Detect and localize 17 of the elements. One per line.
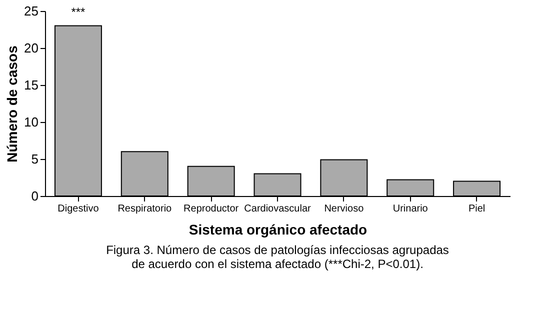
y-tick-label: 0: [31, 188, 38, 204]
x-tick-label: Piel: [468, 204, 486, 214]
y-tick-label: 5: [31, 152, 38, 166]
x-tick-label: Reproductor: [184, 204, 240, 214]
x-tick-label: Nervioso: [324, 204, 364, 214]
x-tick-label: Urinario: [392, 204, 428, 214]
x-tick-label: Respiratorio: [118, 204, 172, 214]
y-tick-label: 15: [24, 78, 38, 92]
annotation: ***: [71, 4, 86, 19]
y-tick-label: 20: [24, 40, 38, 56]
text: Figura 3. Número de casos de patologías infecciosas agrupadas de acuerdo con el sistema afectado (***Chi-2, P<0.01).: [106, 243, 449, 271]
x-tick-label: Digestivo: [58, 204, 100, 214]
y-tick-label: 10: [24, 114, 38, 130]
x-axis-title: Sistema orgánico afectado: [188, 222, 368, 238]
y-tick-label: 25: [24, 4, 38, 18]
x-tick-label: Cardiovascular: [244, 204, 312, 214]
y-axis-title: Número de casos: [4, 45, 20, 162]
